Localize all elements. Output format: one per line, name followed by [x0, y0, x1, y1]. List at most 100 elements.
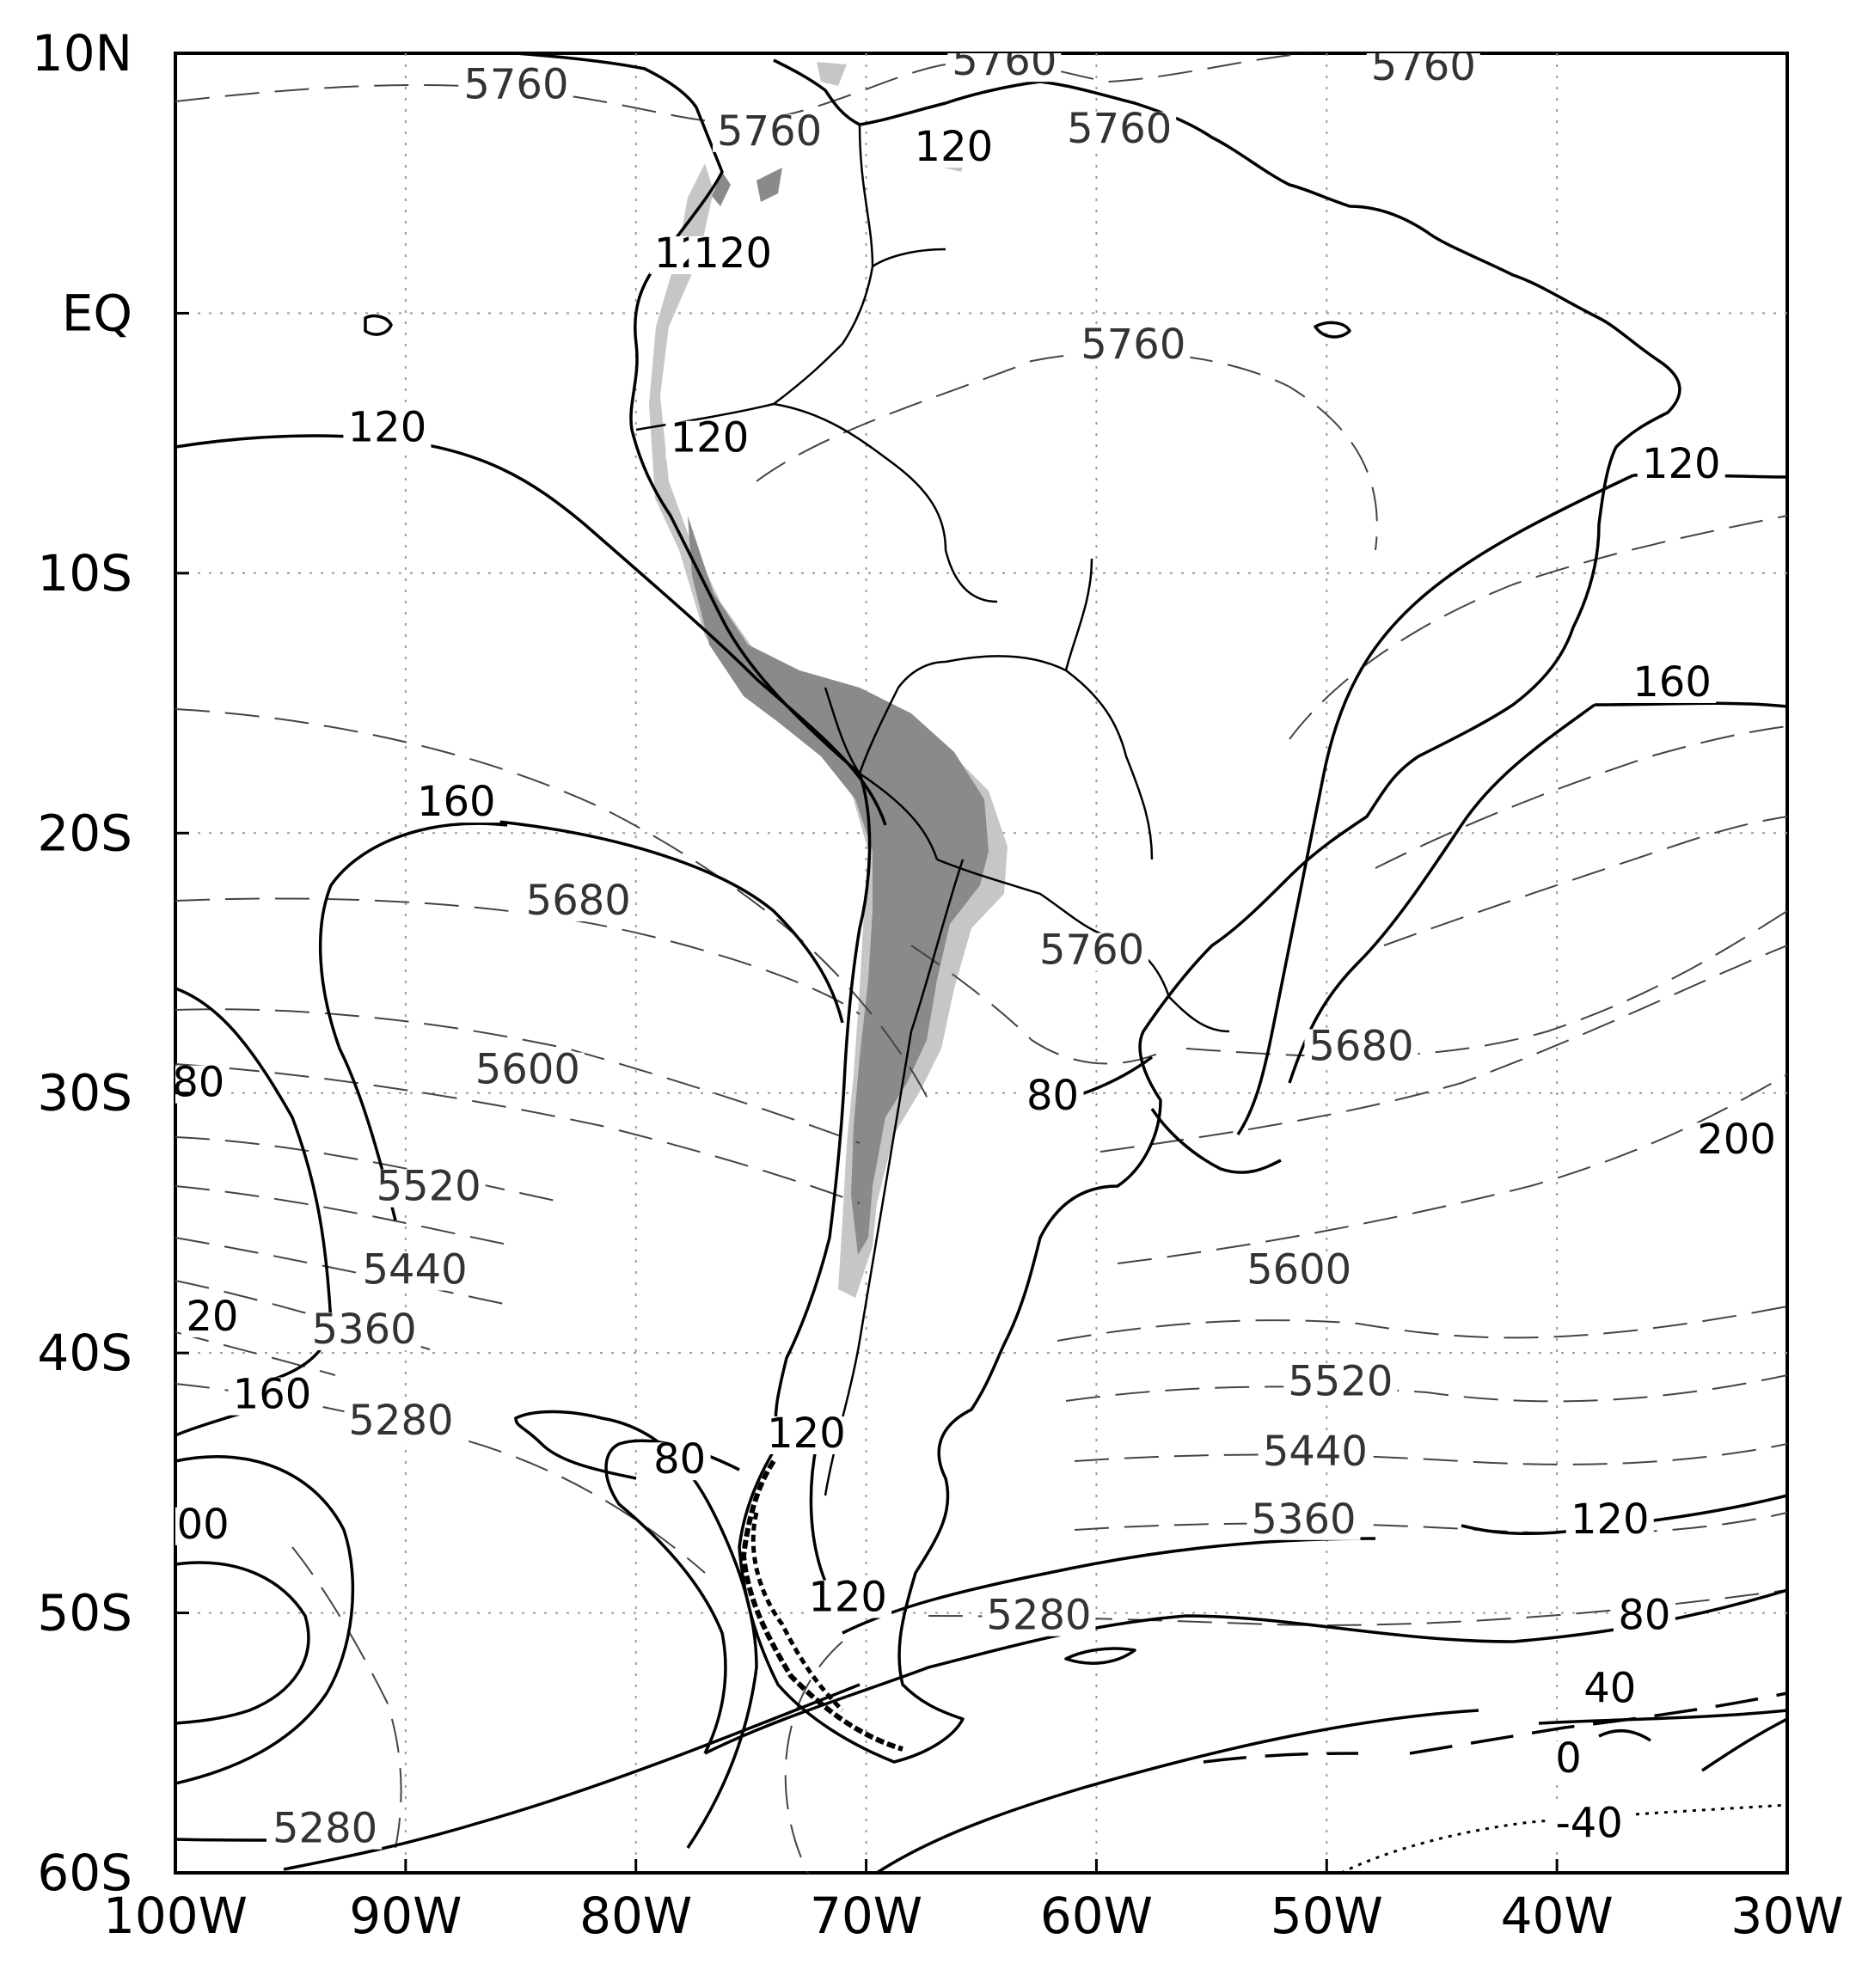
- height-contour-label-bg: [307, 1312, 421, 1351]
- thickness-contour-label-bg: [1613, 1598, 1675, 1636]
- x-tick-label: 100W: [103, 1887, 248, 1945]
- thickness-contour-label: 00: [177, 1501, 230, 1549]
- thickness-contour-label-bg: [689, 236, 777, 274]
- height-contour-label-bg: [1283, 1364, 1398, 1403]
- thickness-contour-label: 120: [767, 1410, 846, 1458]
- height-contour-label: 5680: [1308, 1022, 1413, 1070]
- height-contour-label-bg: [358, 1252, 472, 1291]
- height-contour-label: 5760: [1371, 42, 1476, 90]
- height-contour-label: 5600: [475, 1046, 580, 1094]
- x-tick-label: 80W: [579, 1887, 692, 1945]
- y-tick-label: 30S: [37, 1064, 132, 1122]
- thickness-contour-label: 120: [1571, 1496, 1650, 1544]
- height-contour-label-bg: [1366, 53, 1480, 88]
- thickness-contour-label-bg: [804, 1580, 892, 1618]
- thickness-contour-label: 20: [186, 1293, 238, 1341]
- height-contour-label: 5760: [717, 107, 822, 156]
- thickness-contour-label-bg: [181, 1299, 243, 1337]
- height-contour-label: 5760: [952, 37, 1057, 85]
- height-contour-label-bg: [982, 1598, 1096, 1636]
- thickness-contour-label-bg: [762, 1416, 850, 1454]
- height-contour-label-bg: [371, 1169, 486, 1208]
- height-contour-label-bg: [1246, 1502, 1361, 1540]
- height-contour-label: 5360: [312, 1306, 417, 1354]
- map-frame: [174, 52, 1789, 1875]
- thickness-contour-label-bg: [175, 1507, 235, 1545]
- y-tick-label: 50S: [37, 1584, 132, 1642]
- height-contour-label-bg: [344, 1403, 458, 1441]
- height-contour-label: 5360: [1251, 1496, 1356, 1544]
- y-axis: 10N EQ 10S 20S 30S 40S 50S 60S: [32, 24, 189, 1902]
- y-tick-label: 60S: [37, 1844, 132, 1902]
- height-contour-label-bg: [1063, 111, 1177, 150]
- thickness-contour-label: 120: [1642, 440, 1721, 488]
- x-tick-label: 40W: [1501, 1887, 1614, 1945]
- thickness-contour-label-bg: [910, 129, 998, 168]
- thickness-contour-label-bg: [1637, 446, 1725, 485]
- thickness-contour-label-bg: [1578, 1671, 1641, 1710]
- y-tick-label: 40S: [37, 1324, 132, 1382]
- thickness-contour-label: 120: [808, 1574, 887, 1622]
- height-contour-labels: 5760576057605760576057605680576056805600…: [268, 37, 1480, 1853]
- x-tick-label: 30W: [1730, 1887, 1843, 1945]
- thickness-contour-label: 160: [417, 778, 496, 826]
- height-contour-label-bg: [1035, 933, 1149, 971]
- height-contour-label: 5280: [986, 1592, 1091, 1640]
- thickness-contour-label-bg: [343, 410, 432, 449]
- y-tick-label: EQ: [62, 284, 132, 342]
- height-contour-label: 5280: [348, 1397, 453, 1445]
- height-contour-label-bg: [1304, 1029, 1418, 1067]
- thickness-contour-label: 120: [671, 414, 750, 462]
- thickness-contour-label-bg: [1565, 1502, 1654, 1540]
- height-contour-label: 5520: [1288, 1358, 1393, 1406]
- thickness-contour-label: 80: [1618, 1592, 1670, 1640]
- height-contour-label: 5440: [362, 1245, 467, 1294]
- height-contour-label-bg: [1258, 1434, 1372, 1473]
- thickness-contour-label: 80: [1026, 1072, 1079, 1120]
- height-contour-label: 5440: [1263, 1428, 1368, 1476]
- height-contour-label: 5760: [1081, 321, 1185, 369]
- height-contour-label: 5680: [526, 877, 631, 925]
- height-contour-label: 5760: [463, 60, 568, 108]
- thickness-contour-label-bg: [228, 1377, 316, 1416]
- height-contour-label: 5760: [1039, 926, 1144, 974]
- height-contour-label-bg: [459, 67, 573, 106]
- thickness-contour-label-bg: [1021, 1078, 1084, 1116]
- thickness-contour-label-bg: [412, 785, 500, 823]
- thickness-contour-label: 80: [653, 1435, 706, 1483]
- height-contour-label: 5760: [1067, 105, 1172, 153]
- height-contour-label-bg: [713, 113, 827, 152]
- x-tick-label: 90W: [349, 1887, 462, 1945]
- thickness-contour-labels: 120 120 120 120 120 120 160 160 200 80 80 20 160 120 8…: [172, 123, 1781, 1848]
- thickness-contour-label: 80: [172, 1059, 224, 1107]
- height-contour-label-bg: [268, 1811, 383, 1850]
- height-contour-label: 5520: [377, 1163, 481, 1211]
- thickness-contour-label: 200: [1697, 1116, 1776, 1164]
- thickness-contour-label: 120: [348, 404, 427, 452]
- thickness-contour-label: 120: [693, 229, 772, 278]
- x-tick-label: 50W: [1271, 1887, 1383, 1945]
- thickness-contour-label: 160: [233, 1371, 312, 1419]
- thickness-contour-label-bg: [1693, 1122, 1781, 1161]
- thickness-contour-label: -40: [1555, 1800, 1622, 1848]
- thickness-contour-label-bg: [648, 1442, 711, 1481]
- height-contour-label-bg: [947, 53, 1062, 83]
- thickness-contour-label: 0: [1555, 1734, 1582, 1783]
- thickness-contour-label: 120: [915, 123, 994, 171]
- thickness-contour-label: 160: [1632, 658, 1712, 707]
- y-tick-label: 20S: [37, 804, 132, 862]
- height-contour-label: 5280: [273, 1805, 377, 1853]
- y-tick-label: 10N: [32, 24, 132, 83]
- height-contour-label-bg: [1242, 1252, 1357, 1291]
- y-tick-label: 10S: [37, 544, 132, 603]
- coastlines: [364, 53, 1681, 1764]
- thickness-contour-label-bg: [175, 1065, 230, 1104]
- height-contour-label: 5600: [1246, 1245, 1351, 1294]
- thickness-contour-label: 40: [1583, 1664, 1636, 1712]
- x-tick-label: 60W: [1040, 1887, 1153, 1945]
- height-contour-label-bg: [470, 1052, 585, 1091]
- height-contour-label-bg: [1076, 327, 1191, 365]
- thickness-contour-label-bg: [665, 420, 754, 459]
- thickness-contour-label-bg: [1550, 1741, 1587, 1780]
